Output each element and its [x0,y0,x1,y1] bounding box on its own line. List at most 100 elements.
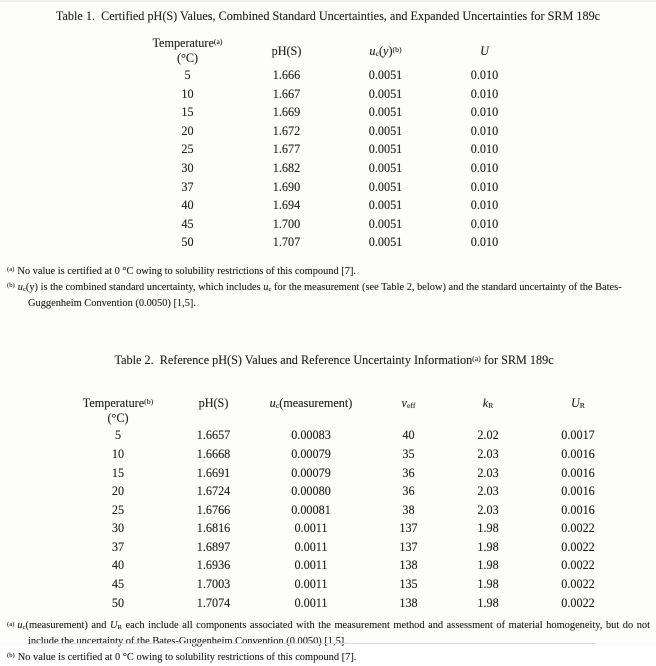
table-cell: 0.0051 [368,86,403,101]
table-cell: 1.669 [272,105,301,120]
table-cell: 0.0051 [368,105,403,120]
footnote-b-marker: (b) [7,652,15,660]
table-cell: 37 [111,539,125,554]
table-cell: 0.010 [470,216,499,231]
table1-col-expanded-uncertainty: U [435,36,534,66]
table-cell: 1.98 [477,521,499,536]
table-row: 10 1.667 0.0051 0.010 [138,85,534,104]
table-cell: 1.98 [477,539,499,554]
table1: Temperature(a) (°C) pH(S) uc(y)(b) U 5 1.… [138,36,534,252]
table-cell: 0.010 [470,105,499,120]
table-cell: 0.00083 [291,428,331,443]
table-row: 5 1.6657 0.00083 40 2.02 0.0017 [70,426,636,445]
table-cell: 36 [402,484,415,499]
table-cell: 2.03 [477,502,499,517]
table-cell: 0.010 [470,198,499,213]
table-cell: 0.0051 [368,123,403,138]
uc-symbol: u [17,281,23,293]
table-cell: 0.010 [470,179,499,194]
table1-header: Temperature(a) (°C) pH(S) uc(y)(b) U [138,36,534,66]
table-cell: 2.03 [477,484,499,499]
table-cell: 0.0051 [368,68,403,82]
footnote-a-marker: (a) [7,266,15,274]
footnote-b-marker: (b) [7,282,15,290]
table-cell: 0.0022 [561,558,595,573]
table2-header: Temperature(b) (°C) pH(S) uc(measurement… [70,396,636,426]
table-cell: 1.707 [272,235,301,250]
ur-subscript: R [117,624,122,632]
table-cell: 0.0016 [561,484,595,499]
table-row: 5 1.666 0.0051 0.010 [138,66,534,85]
table-cell: 1.6936 [196,558,231,573]
table-cell: 1.6816 [196,521,231,536]
table2-col-ph: pH(S) [166,396,261,426]
table-cell: 0.00080 [291,484,331,499]
table-cell: 0.010 [470,123,499,138]
table-cell: 138 [399,595,418,610]
table-cell: 30 [111,521,125,536]
table-cell: 35 [402,446,415,461]
table-cell: 36 [402,465,415,480]
veff-subscript: eff [406,401,416,411]
table-cell: 0.010 [470,160,499,175]
table-cell: 0.0051 [368,235,403,250]
table-row: 30 1.682 0.0051 0.010 [138,159,534,178]
ur-subscript: R [579,401,585,411]
table-row: 40 1.694 0.0051 0.010 [138,196,534,215]
page-bottom-rule [30,643,596,644]
table1-title: Table 1. Certified pH(S) Values, Combine… [55,9,601,23]
table-cell: 1.6668 [196,446,231,461]
footnote-a-text: No value is certified at 0 °C owing to s… [17,265,356,277]
table1-footnotes: (a) No value is certified at 0 °C owing t… [0,264,650,311]
table2-title: Table 2. Reference pH(S) Values and Refe… [0,338,656,383]
table-cell: 1.98 [477,595,499,610]
table-cell: 0.0016 [561,446,595,461]
table1-footnote-a: (a) No value is certified at 0 °C owing t… [7,264,650,280]
table-cell: 45 [181,216,194,231]
table-cell: 1.694 [272,198,301,213]
table-cell: 0.0016 [561,502,595,517]
uc-symbol: u [369,43,376,58]
table1-col-ph: pH(S) [237,36,336,66]
kr-subscript: R [488,401,494,411]
table-cell: 45 [111,577,125,592]
table-cell: 0.0016 [561,465,595,480]
table2-col-ur: UR [520,396,636,426]
table-row: 15 1.669 0.0051 0.010 [138,103,534,122]
table-cell: 1.667 [272,86,301,101]
footnote-a-text-part1: (measurement) and [25,620,110,632]
table-cell: 20 [181,123,194,138]
table-cell: 1.700 [272,216,301,231]
kr-symbol: k [482,396,489,411]
table2-col-veff: veff [361,396,456,426]
table-cell: 137 [399,521,418,536]
table-cell: 0.0011 [294,595,328,610]
uc-subscript: c [375,48,379,58]
table-cell: 0.0011 [294,577,328,592]
table-cell: 1.98 [477,577,499,592]
uc-subscript: c [275,401,280,411]
table2-footnote-b: (b) No value is certified at 0 °C owing t… [7,650,650,666]
table-cell: 0.0017 [561,428,595,443]
table-cell: 137 [399,539,418,554]
table-cell: 40 [402,428,415,443]
ph-label: pH(S) [198,396,229,411]
table-row: 20 1.672 0.0051 0.010 [138,122,534,141]
ph-label: pH(S) [271,43,302,58]
table-cell: 1.6691 [196,465,231,480]
table2-body: 5 1.6657 0.00083 40 2.02 0.0017 10 1.6668 0.0007… [70,426,636,612]
table-row: 10 1.6668 0.00079 35 2.03 0.0016 [70,445,636,464]
temperature-unit-label: (°C) [176,51,199,65]
table-cell: 1.682 [272,160,301,175]
uc-variable: y [383,43,389,58]
temperature-label: Temperature [152,36,214,50]
uc-symbol: u [263,281,269,293]
table-cell: 15 [111,465,125,480]
uc-subscript: c [268,285,272,293]
table2: Temperature(b) (°C) pH(S) uc(measurement… [70,396,636,612]
table-cell: 0.00079 [291,446,331,461]
table-row: 25 1.6766 0.00081 38 2.03 0.0016 [70,501,636,520]
table-cell: 1.6724 [196,484,231,499]
table-cell: 25 [181,142,194,157]
